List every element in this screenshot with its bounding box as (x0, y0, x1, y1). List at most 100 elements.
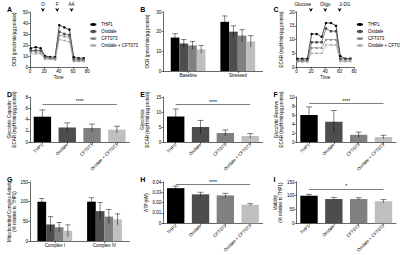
svg-text:Oxidale: Oxidale (188, 223, 203, 238)
svg-text:20: 20 (23, 43, 29, 48)
svg-text:5: 5 (159, 125, 162, 130)
svg-text:60: 60 (70, 69, 76, 74)
svg-text:F: F (274, 91, 279, 98)
svg-text:I: I (274, 176, 276, 183)
svg-text:30: 30 (23, 32, 29, 37)
svg-text:40: 40 (56, 69, 62, 74)
svg-text:50: 50 (290, 207, 296, 212)
svg-text:50: 50 (23, 10, 29, 15)
svg-text:(% relative to THP1): (% relative to THP1) (12, 191, 17, 232)
svg-text:AA: AA (69, 2, 75, 7)
svg-text:Time: Time (54, 75, 64, 80)
svg-text:5: 5 (292, 51, 295, 56)
svg-text:Time: Time (320, 75, 330, 80)
svg-text:****: **** (209, 99, 217, 105)
svg-text:THP1: THP1 (368, 22, 380, 27)
svg-text:10: 10 (156, 49, 162, 54)
svg-text:15: 15 (156, 95, 162, 100)
svg-text:THP1: THP1 (166, 223, 178, 235)
svg-text:Oxidale: Oxidale (321, 142, 336, 157)
svg-text:A: A (7, 6, 12, 13)
svg-text:6: 6 (25, 106, 28, 111)
svg-text:100: 100 (20, 199, 28, 204)
svg-text:0.01: 0.01 (153, 210, 162, 215)
svg-text:0.03: 0.03 (153, 190, 162, 195)
svg-text:2-DG: 2-DG (340, 2, 351, 7)
svg-text:Oxidale: Oxidale (55, 142, 70, 157)
svg-text:Complex IV: Complex IV (93, 243, 116, 248)
svg-text:10: 10 (156, 110, 162, 115)
svg-text:D: D (7, 91, 12, 98)
svg-text:4: 4 (292, 122, 295, 127)
svg-text:0: 0 (25, 239, 28, 244)
svg-text:8: 8 (25, 95, 28, 100)
svg-text:2: 2 (292, 131, 295, 136)
svg-text:Oxidale: Oxidale (368, 29, 384, 34)
svg-text:THP1: THP1 (299, 223, 311, 235)
svg-text:THP1: THP1 (166, 142, 178, 154)
svg-text:G: G (7, 176, 13, 183)
svg-text:CFT073: CFT073 (368, 36, 385, 41)
svg-text:40: 40 (323, 69, 329, 74)
svg-text:0: 0 (292, 140, 295, 145)
svg-text:ECAR (mpH/min/µg protein): ECAR (mpH/min/µg protein) (12, 91, 17, 148)
svg-text:40: 40 (23, 21, 29, 26)
svg-text:0: 0 (159, 140, 162, 145)
svg-text:Oligo: Oligo (320, 2, 331, 7)
svg-text:6: 6 (292, 113, 295, 118)
svg-text:8: 8 (292, 104, 295, 109)
svg-text:10: 10 (23, 54, 29, 59)
svg-text:0: 0 (25, 140, 28, 145)
svg-text:H: H (140, 176, 145, 183)
svg-text:Oxidale + CFT073: Oxidale + CFT073 (368, 43, 400, 48)
svg-text:B: B (140, 6, 145, 13)
svg-text:E: E (140, 91, 145, 98)
svg-text:ECAR (mpH/min/µg protein): ECAR (mpH/min/µg protein) (279, 11, 284, 68)
svg-text:CFT073: CFT073 (345, 142, 360, 157)
svg-text:80: 80 (351, 69, 357, 74)
svg-text:150: 150 (287, 180, 295, 185)
svg-text:0: 0 (295, 69, 298, 74)
svg-text:CFT073: CFT073 (101, 36, 118, 41)
svg-text:50: 50 (23, 219, 29, 224)
svg-text:(% relative to THP1): (% relative to THP1) (278, 182, 283, 223)
svg-text:0: 0 (159, 221, 162, 226)
svg-text:10: 10 (290, 37, 296, 42)
svg-text:ECAR (mpH/min/µg protein): ECAR (mpH/min/µg protein) (145, 91, 150, 148)
svg-text:Oxidale + CFT073: Oxidale + CFT073 (223, 142, 253, 172)
svg-text:150: 150 (20, 180, 28, 185)
svg-text:0: 0 (159, 69, 162, 74)
svg-text:O: O (41, 2, 45, 7)
svg-text:4: 4 (25, 117, 28, 122)
svg-text:Baseline: Baseline (179, 73, 197, 78)
svg-text:F: F (56, 2, 59, 7)
svg-text:2: 2 (25, 128, 28, 133)
svg-text:Oxidale + CFT073: Oxidale + CFT073 (101, 43, 138, 48)
svg-text:OCR (pmol/min/µg protein): OCR (pmol/min/µg protein) (145, 14, 150, 68)
svg-text:0: 0 (29, 69, 32, 74)
svg-text:30: 30 (156, 10, 162, 15)
svg-text:Oxidale: Oxidale (101, 29, 117, 34)
svg-text:****: **** (342, 98, 350, 104)
svg-text:CFT073: CFT073 (212, 223, 227, 238)
svg-text:OCR (pmol/min/µg protein): OCR (pmol/min/µg protein) (12, 12, 17, 66)
svg-text:THP1: THP1 (101, 22, 113, 27)
svg-text:0.02: 0.02 (153, 200, 162, 205)
svg-text:*: * (345, 183, 347, 189)
svg-text:Oxidale: Oxidale (321, 223, 336, 238)
svg-text:Stressed: Stressed (229, 73, 247, 78)
svg-text:CFT073: CFT073 (212, 142, 227, 157)
svg-text:CFT073: CFT073 (345, 223, 360, 238)
svg-text:20: 20 (156, 29, 162, 34)
svg-text:C: C (274, 6, 279, 13)
svg-text:****: **** (76, 98, 84, 104)
svg-text:10: 10 (290, 95, 296, 100)
svg-text:Oxidale: Oxidale (188, 142, 203, 157)
svg-text:ATP (nM): ATP (nM) (144, 193, 149, 212)
svg-text:THP1: THP1 (33, 142, 45, 154)
svg-text:15: 15 (290, 23, 296, 28)
svg-text:100: 100 (287, 193, 295, 198)
svg-text:Complex I: Complex I (45, 243, 65, 248)
svg-text:CFT073: CFT073 (79, 142, 94, 157)
svg-text:Oxidale + CFT073: Oxidale + CFT073 (223, 223, 253, 253)
